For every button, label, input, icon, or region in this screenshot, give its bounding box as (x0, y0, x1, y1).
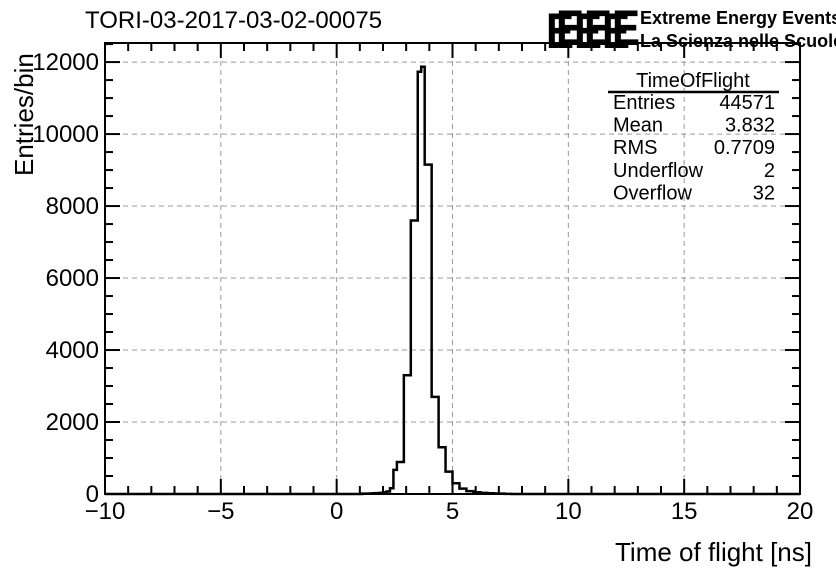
y-tick-label: 6000 (46, 265, 99, 292)
stats-row-value: 32 (753, 182, 775, 204)
stats-row-label: Mean (613, 115, 663, 137)
eee-logo: EEE EEE Extreme Energy Events La Scienza… (546, 0, 836, 59)
stats-row-label: Overflow (613, 182, 692, 204)
stats-rows: Entries 44571 Mean 3.832 RMS 0.7709 Underflow 2… (613, 92, 775, 204)
y-tick-label: 4000 (46, 337, 99, 364)
stats-box: TimeOfFlight Entries 44571 Mean 3.832 RMS 0.7… (608, 70, 779, 204)
stats-row-value: 3.832 (725, 115, 775, 137)
stats-row-label: Underflow (613, 160, 704, 182)
x-tick-label: 15 (671, 498, 698, 525)
y-tick-label: 0 (86, 481, 99, 508)
eee-logo-line2: La Scienza nelle Scuole (640, 31, 836, 51)
stats-row-value: 0.7709 (714, 137, 775, 159)
stats-header: TimeOfFlight (636, 70, 750, 92)
axis-ticks (104, 43, 801, 495)
x-tick-label: 5 (446, 498, 459, 525)
x-tick-label: −5 (207, 498, 234, 525)
x-tick-label: 20 (787, 498, 814, 525)
x-tick-label: 0 (330, 498, 343, 525)
y-axis-tick-labels: 0 2000 4000 6000 8000 10000 12000 (32, 49, 99, 508)
y-tick-label: 2000 (46, 409, 99, 436)
x-tick-label: −10 (85, 498, 126, 525)
y-tick-label: 10000 (32, 121, 99, 148)
plot-title: TORI-03-2017-03-02-00075 (85, 7, 382, 34)
x-tick-label: 10 (555, 498, 582, 525)
y-tick-label: 8000 (46, 193, 99, 220)
stats-row-label: Entries (613, 92, 675, 114)
x-axis-tick-labels: −10 −5 0 5 10 15 20 (85, 498, 814, 525)
eee-logo-shadow: EEE (556, 0, 640, 56)
eee-logo-letters: EEE (546, 3, 630, 59)
grid-lines (105, 43, 800, 494)
x-axis-title: Time of flight [ns] (615, 537, 812, 567)
stats-row-label: RMS (613, 137, 657, 159)
stats-row-value: 44571 (719, 92, 775, 114)
eee-logo-line1: Extreme Energy Events (640, 8, 836, 28)
y-tick-label: 12000 (32, 49, 99, 76)
stats-row-value: 2 (764, 160, 775, 182)
y-axis-title: Entries/bin (9, 53, 39, 176)
